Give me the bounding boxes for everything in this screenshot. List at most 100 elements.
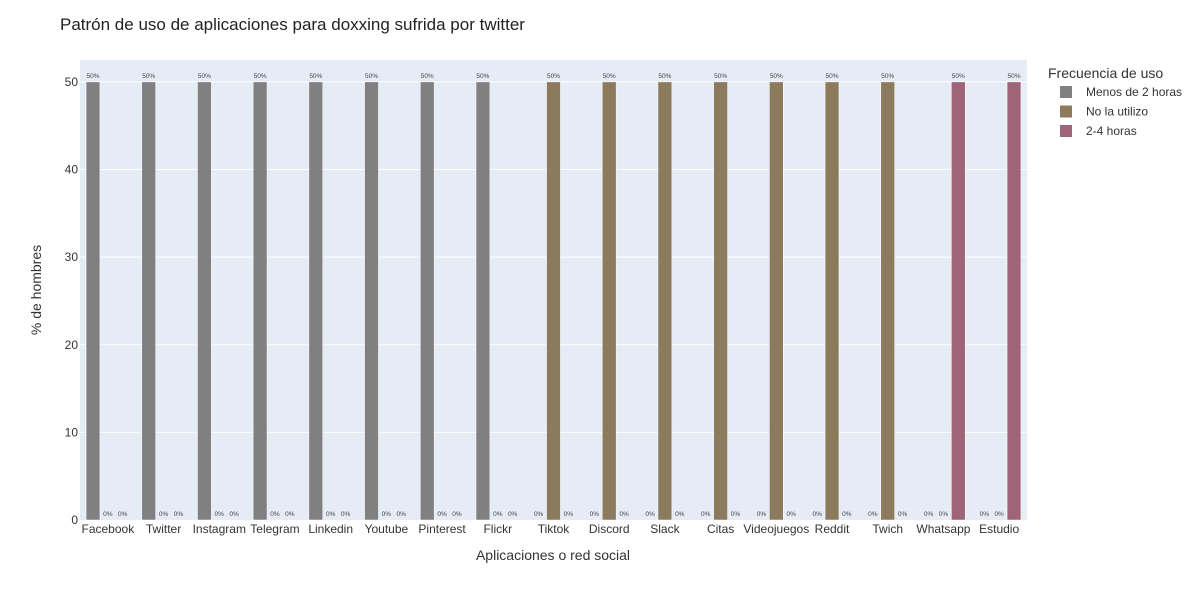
bar-label: 0% bbox=[701, 511, 711, 518]
bar-label: 0% bbox=[229, 511, 239, 518]
bar-label: 50% bbox=[365, 73, 378, 80]
bar-label: 0% bbox=[452, 511, 462, 518]
bar-label: 0% bbox=[731, 511, 741, 518]
x-tick-label: Slack bbox=[650, 522, 680, 536]
y-axis-title: % de hombres bbox=[28, 245, 44, 335]
bar-label: 0% bbox=[493, 511, 503, 518]
bar-label: 50% bbox=[421, 73, 434, 80]
bar bbox=[420, 81, 435, 521]
bar-label: 50% bbox=[1007, 73, 1020, 80]
bar-label: 0% bbox=[939, 511, 949, 518]
x-tick-label: Reddit bbox=[815, 522, 850, 536]
bar-label: 0% bbox=[103, 511, 113, 518]
bar-label: 0% bbox=[397, 511, 407, 518]
x-tick-label: Telegram bbox=[250, 522, 299, 536]
bar bbox=[546, 81, 561, 521]
x-tick-label: Twitter bbox=[146, 522, 181, 536]
bar-label: 0% bbox=[508, 511, 518, 518]
bar-label: 0% bbox=[590, 511, 600, 518]
bar-label: 0% bbox=[159, 511, 169, 518]
bar-label: 50% bbox=[198, 73, 211, 80]
bar bbox=[657, 81, 673, 521]
bar-label: 50% bbox=[714, 73, 727, 80]
legend-entry: Menos de 2 horas bbox=[1086, 85, 1182, 99]
bar-label: 0% bbox=[270, 511, 280, 518]
bar-label: 50% bbox=[476, 73, 489, 80]
bar bbox=[1006, 81, 1022, 521]
x-tick-label: Estudio bbox=[979, 522, 1019, 536]
x-tick-label: Videojuegos bbox=[743, 522, 809, 536]
bar-label: 0% bbox=[812, 511, 822, 518]
y-tick-label: 0 bbox=[71, 513, 78, 527]
x-tick-label: Whatsapp bbox=[916, 522, 970, 536]
bar bbox=[880, 81, 895, 521]
bar-label: 0% bbox=[994, 511, 1004, 518]
bar bbox=[197, 81, 212, 521]
bar bbox=[308, 81, 323, 521]
x-tick-label: Pinterest bbox=[418, 522, 466, 536]
x-tick-label: Twich bbox=[872, 522, 903, 536]
x-axis-title: Aplicaciones o red social bbox=[476, 547, 630, 563]
x-tick-label: Flickr bbox=[483, 522, 512, 536]
legend-entry: No la utilizo bbox=[1086, 105, 1148, 119]
bar-label: 50% bbox=[770, 73, 783, 80]
bar-label: 50% bbox=[658, 73, 671, 80]
bar-label: 0% bbox=[619, 511, 629, 518]
x-tick-label: Discord bbox=[589, 522, 630, 536]
bar-label: 0% bbox=[215, 511, 225, 518]
bar-label: 0% bbox=[326, 511, 336, 518]
bar bbox=[141, 81, 156, 521]
bar bbox=[713, 81, 728, 521]
bar-label: 50% bbox=[952, 73, 965, 80]
bar-label: 50% bbox=[254, 73, 267, 80]
bar-label: 50% bbox=[142, 73, 155, 80]
bar-label: 0% bbox=[898, 511, 908, 518]
legend-entry: 2-4 horas bbox=[1086, 124, 1137, 138]
bar bbox=[769, 81, 784, 521]
y-tick-label: 30 bbox=[65, 250, 79, 264]
bar-label: 50% bbox=[309, 73, 322, 80]
legend-swatch bbox=[1060, 125, 1072, 137]
bar bbox=[602, 81, 617, 521]
bar-label: 0% bbox=[437, 511, 447, 518]
bars bbox=[85, 81, 1022, 521]
bar-label: 0% bbox=[341, 511, 351, 518]
bar-label: 0% bbox=[924, 511, 934, 518]
bar-label: 0% bbox=[118, 511, 128, 518]
bar-label: 0% bbox=[645, 511, 655, 518]
x-tick-label: Tiktok bbox=[538, 522, 571, 536]
bar bbox=[475, 81, 491, 521]
bar-label: 0% bbox=[786, 511, 796, 518]
y-tick-label: 20 bbox=[65, 338, 79, 352]
bar-label: 50% bbox=[547, 73, 560, 80]
x-tick-label: Facebook bbox=[82, 522, 136, 536]
bar-label: 0% bbox=[285, 511, 295, 518]
legend-swatch bbox=[1060, 105, 1072, 118]
bar-label: 0% bbox=[868, 511, 878, 518]
chart-title: Patrón de uso de aplicaciones para doxxi… bbox=[60, 15, 525, 34]
bar-label: 0% bbox=[382, 511, 392, 518]
x-tick-label: Linkedin bbox=[308, 522, 353, 536]
bar-label: 0% bbox=[174, 511, 184, 518]
x-tick-label: Instagram bbox=[193, 522, 246, 536]
bar-label: 50% bbox=[826, 73, 839, 80]
x-tick-label: Youtube bbox=[365, 522, 409, 536]
bar-label: 0% bbox=[757, 511, 767, 518]
x-tick-label: Citas bbox=[707, 522, 734, 536]
bar bbox=[364, 81, 379, 521]
bar-label: 0% bbox=[564, 511, 574, 518]
bar-label: 50% bbox=[603, 73, 616, 80]
bar-label: 0% bbox=[534, 511, 544, 518]
legend: Frecuencia de uso Menos de 2 horas No la … bbox=[1048, 65, 1182, 138]
bar bbox=[252, 81, 268, 521]
y-tick-label: 40 bbox=[65, 163, 79, 177]
bar-label: 50% bbox=[86, 73, 99, 80]
bar-label: 0% bbox=[842, 511, 852, 518]
bar-label: 0% bbox=[980, 511, 990, 518]
y-tick-label: 50 bbox=[65, 75, 79, 89]
y-tick-label: 10 bbox=[65, 425, 79, 439]
bar bbox=[824, 81, 840, 521]
bar bbox=[951, 81, 966, 521]
legend-swatch bbox=[1060, 86, 1072, 98]
